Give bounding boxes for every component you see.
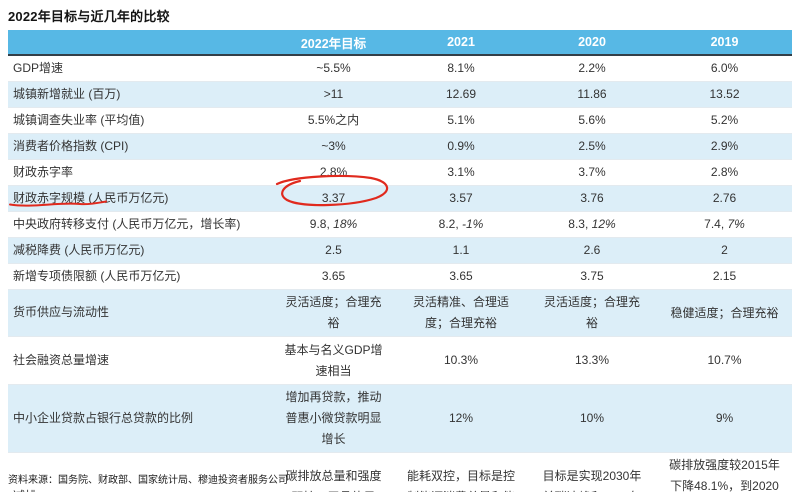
cell-value: 灵活适度；合理充裕 (285, 295, 382, 330)
cell-value: 7.4, 7% (704, 217, 745, 231)
cell-value: 目标是实现2030年前碳达峰和2060年前碳中和 (542, 468, 642, 492)
table-row: 财政赤字规模 (人民币万亿元) 3.37 3.57 3.76 2.76 (8, 185, 792, 212)
row-label: 财政赤字规模 (人民币万亿元) (13, 190, 169, 205)
cell-value: 13.3% (574, 353, 610, 367)
cell-value: 2.76 (712, 191, 737, 205)
cell-value: 8.1% (447, 61, 475, 75)
cell-value: 5.5%之内 (307, 113, 360, 127)
row-label: 中央政府转移支付 (人民币万亿元，增长率) (13, 216, 241, 231)
cell-value: 12% (448, 411, 474, 425)
row-label: 中小企业贷款占银行总贷款的比例 (13, 410, 194, 425)
row-label: 城镇新增就业 (百万) (13, 86, 121, 101)
cell-value: 灵活精准、合理适度；合理充裕 (412, 295, 509, 330)
table-row: GDP增速 ~5.5% 8.1% 2.2% 6.0% (8, 55, 792, 82)
row-label: 减排 (8, 453, 272, 492)
cell-value: 10.7% (707, 353, 742, 367)
column-header: 2021 (395, 30, 527, 56)
cell-value: 2.9% (710, 139, 739, 153)
cell-value: 11.86 (577, 87, 607, 101)
page-title: 2022年目标与近几年的比较 (8, 9, 170, 24)
table-row: 新增专项债限额 (人民币万亿元) 3.65 3.65 3.75 2.15 (8, 263, 792, 290)
cell-value: 2.8% (710, 165, 739, 179)
cell-value: 3.75 (580, 269, 604, 283)
cell-value: 基本与名义GDP增速相当 (284, 342, 383, 378)
table-header-row: 2022年目标 2021 2020 2019 (8, 30, 792, 56)
cell-value: 3.65 (321, 269, 346, 283)
cell-value: 10% (579, 411, 605, 425)
row-label: 新增专项债限额 (人民币万亿元) (13, 268, 181, 283)
row-label: 货币供应与流动性 (13, 305, 110, 320)
cell-value: 1.1 (452, 243, 470, 257)
source-note: 资料来源：国务院、财政部、国家统计局、穆迪投资者服务公司 (8, 475, 288, 486)
cell-value: 2.5% (578, 139, 606, 153)
row-label: 财政赤字率 (13, 164, 74, 179)
cell-value: 2.8% (319, 165, 348, 179)
cell-value: >11 (323, 87, 344, 101)
cell-value: 3.7% (578, 165, 606, 179)
cell-value: 12.69 (445, 87, 477, 101)
table-row: 城镇新增就业 (百万) >11 12.69 11.86 13.52 (8, 81, 792, 108)
column-header: 2020 (527, 30, 657, 56)
comparison-table: 2022年目标 2021 2020 2019 GDP增速 ~5.5% 8.1% 2.2% 6.… (8, 30, 792, 492)
table-row: 减排碳排放总量和强度双控，无具体目标，灵活评估 能耗双控，目标是控制能源消费总量和… (8, 452, 792, 492)
table-row: 货币供应与流动性 灵活适度；合理充裕 灵活精准、合理适度；合理充裕 灵活适度；合理充裕… (8, 289, 792, 337)
cell-value: 碳排放总量和强度双控，无具体目标，灵活评估 (285, 468, 382, 492)
table-row: 减税降费 (人民币万亿元) 2.5 1.1 2.6 2 (8, 237, 792, 264)
table-row: 城镇调查失业率 (平均值) 5.5%之内 5.1% 5.6% 5.2% (8, 107, 792, 134)
cell-value: ~5.5% (316, 61, 351, 75)
table-header: 2022年目标 2021 2020 2019 (8, 30, 792, 56)
cell-value: 3.57 (449, 191, 473, 205)
column-header-blank (8, 30, 272, 56)
cell-value: 8.2, -1% (438, 217, 484, 231)
row-label: 减税降费 (人民币万亿元) (13, 242, 145, 257)
cell-value: 3.1% (447, 165, 475, 179)
cell-value: 能耗双控，目标是控制能源消费总量和能源消费强度 (407, 468, 516, 492)
table-row: 社会融资总量增速 基本与名义GDP增速相当 10.3% 13.3% 10.7% (8, 336, 792, 385)
cell-value: 5.2% (710, 113, 739, 127)
cell-value: 3.65 (449, 269, 473, 283)
table-body: GDP增速 ~5.5% 8.1% 2.2% 6.0% 城镇新增就业 (百万) >11 12.6… (8, 55, 792, 492)
table-row: 财政赤字率 2.8% 3.1% 3.7% 2.8% (8, 159, 792, 186)
cell-value: 碳排放强度较2015年下降48.1%，到2020年实现减排40-45%的目标 (669, 458, 780, 492)
cell-value: 3.76 (580, 191, 604, 205)
cell-value: 2.5 (325, 243, 342, 257)
row-label: GDP增速 (13, 60, 64, 75)
table-row: 消费者价格指数 (CPI) ~3% 0.9% 2.5% 2.9% (8, 133, 792, 160)
cell-value: 2 (721, 243, 728, 257)
cell-value: 2.6 (583, 243, 601, 257)
cell-value: 3.37 (321, 191, 346, 205)
cell-value: 8.3, 12% (568, 217, 616, 231)
cell-value: 9.8, 18% (309, 217, 358, 231)
table-row: 中小企业贷款占银行总贷款的比例 增加再贷款，推动普惠小微贷款明显增长 12% 10% 9… (8, 384, 792, 453)
cell-value: 0.9% (447, 139, 475, 153)
table-row: 中央政府转移支付 (人民币万亿元，增长率) 9.8, 18% 8.2, -1% 8.3… (8, 211, 792, 238)
cell-value: 5.1% (447, 113, 475, 127)
cell-value: ~3% (321, 139, 346, 153)
row-label: 社会融资总量增速 (13, 352, 110, 367)
row-label: 城镇调查失业率 (平均值) (13, 112, 145, 127)
column-header: 2019 (657, 30, 792, 56)
cell-value: 2.15 (712, 269, 737, 283)
cell-value: 10.3% (443, 353, 479, 367)
cell-value: 9% (715, 411, 734, 425)
cell-value: 13.52 (709, 87, 740, 101)
cell-value: 5.6% (578, 113, 606, 127)
column-header: 2022年目标 (272, 30, 395, 56)
cell-value: 稳健适度；合理充裕 (670, 305, 779, 320)
cell-value: 增加再贷款，推动普惠小微贷款明显增长 (285, 390, 382, 446)
cell-value: 2.2% (578, 61, 606, 75)
cell-value: 灵活适度；合理充裕 (543, 295, 640, 330)
row-label: 消费者价格指数 (CPI) (13, 138, 129, 153)
cell-value: 6.0% (710, 61, 739, 75)
